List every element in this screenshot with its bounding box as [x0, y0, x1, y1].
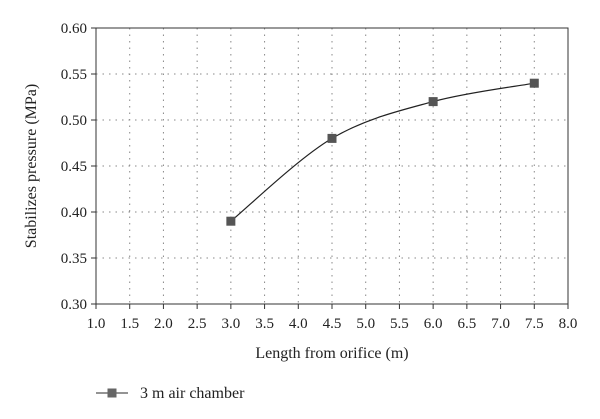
data-point-marker	[529, 78, 539, 88]
y-axis: 0.30 0.35 0.40 0.45 0.50 0.55 0.60	[61, 21, 96, 313]
x-axis: 1.0 1.5 2.0 2.5 3.0 3.5 4.0 4.5 5.0 5.5 6.0 6.5 7.0 7…	[87, 304, 578, 332]
x-tick-label: 7.0	[491, 316, 510, 332]
data-point-marker	[327, 133, 337, 143]
grid-lines	[96, 28, 568, 304]
x-tick-label: 5.5	[390, 316, 409, 332]
x-tick-label: 4.0	[289, 316, 308, 332]
x-tick-label: 1.5	[120, 316, 139, 332]
legend: 3 m air chamber	[96, 385, 245, 402]
legend-marker	[107, 388, 117, 398]
y-tick-label: 0.50	[61, 113, 87, 129]
data-point-marker	[428, 97, 438, 107]
x-tick-label: 2.0	[154, 316, 173, 332]
y-tick-label: 0.40	[61, 205, 87, 221]
y-tick-label: 0.60	[61, 21, 87, 37]
x-tick-label: 4.5	[323, 316, 342, 332]
x-tick-label: 7.5	[525, 316, 544, 332]
x-tick-label: 2.5	[188, 316, 207, 332]
x-tick-label: 5.0	[356, 316, 375, 332]
x-axis-title: Length from orifice (m)	[255, 345, 408, 362]
x-tick-label: 1.0	[87, 316, 106, 332]
y-tick-label: 0.45	[61, 159, 87, 175]
x-tick-label: 6.5	[457, 316, 476, 332]
data-point-marker	[226, 216, 236, 226]
x-tick-label: 8.0	[559, 316, 578, 332]
series-line	[230, 82, 535, 222]
x-tick-label: 3.0	[221, 316, 240, 332]
x-tick-label: 3.5	[255, 316, 274, 332]
y-axis-title: Stabilizes pressure (MPa)	[23, 84, 40, 248]
y-tick-label: 0.35	[61, 251, 87, 267]
y-tick-label: 0.30	[61, 297, 87, 313]
series-group	[226, 78, 539, 226]
x-tick-label: 6.0	[424, 316, 443, 332]
legend-label: 3 m air chamber	[140, 385, 245, 402]
y-tick-label: 0.55	[61, 67, 87, 83]
